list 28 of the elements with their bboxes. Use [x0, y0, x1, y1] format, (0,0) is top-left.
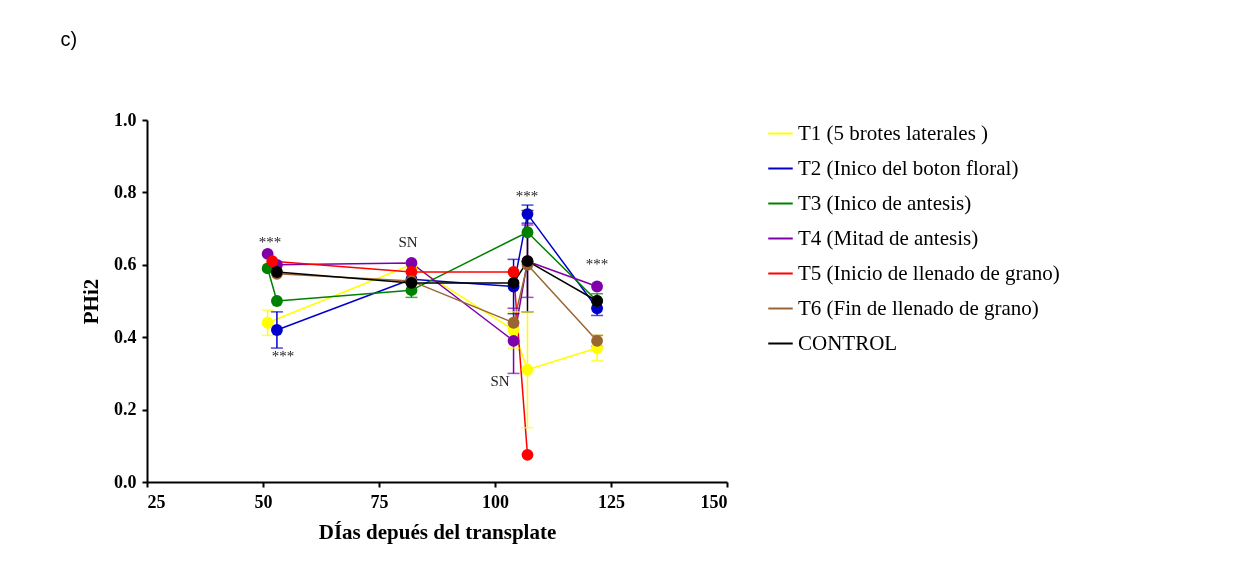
legend-label: T4 (Mitad de antesis) — [798, 225, 979, 250]
y-tick-label: 0.4 — [114, 326, 137, 347]
annotation: *** — [585, 255, 609, 273]
annotation: *** — [515, 187, 539, 205]
legend-label: CONTROL — [798, 330, 898, 355]
x-tick-label: 75 — [370, 491, 389, 512]
annotation: *** — [271, 347, 295, 365]
annotation: SN — [398, 233, 418, 251]
x-tick-label: 50 — [254, 491, 273, 512]
legend-label: T5 (Inicio de llenado de grano) — [798, 260, 1060, 285]
legend-label: T1 (5 brotes laterales ) — [798, 120, 989, 145]
y-tick-label: 0.8 — [114, 181, 137, 202]
legend-label: T2 (Inico del boton floral) — [798, 155, 1019, 180]
x-tick-label: 100 — [482, 491, 509, 512]
y-tick-label: 0.2 — [114, 399, 137, 420]
chart-title: c) — [60, 28, 78, 50]
y-tick-label: 0.0 — [114, 471, 137, 492]
x-tick-label: 25 — [147, 491, 166, 512]
y-tick-label: 0.6 — [114, 254, 137, 275]
x-tick-label: 125 — [598, 491, 625, 512]
annotation: *** — [258, 233, 282, 251]
legend-label: T6 (Fin de llenado de grano) — [798, 295, 1039, 320]
x-axis-title: DÍas depués del transplate — [318, 519, 557, 544]
y-axis-title: PHi2 — [79, 278, 103, 325]
annotation: SN — [490, 372, 510, 390]
x-tick-label: 150 — [700, 491, 728, 512]
legend-label: T3 (Inico de antesis) — [798, 190, 972, 215]
y-tick-label: 1.0 — [114, 109, 137, 130]
